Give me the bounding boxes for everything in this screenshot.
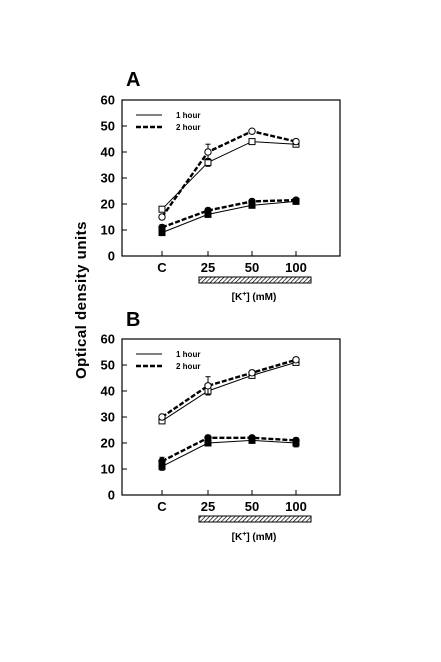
x-unit-part: ] (mM) [246, 532, 276, 543]
y-tick-label: 0 [108, 488, 115, 503]
x-tick-label: 100 [285, 260, 307, 275]
x-unit-part: [K [232, 292, 243, 303]
plot-frame [121, 338, 341, 496]
legend-label: 2 hour [176, 123, 200, 132]
panel-letter: A [126, 69, 140, 91]
y-tick-label: 40 [101, 145, 115, 160]
series-line [161, 200, 297, 234]
x-tick-label: 50 [245, 499, 259, 514]
panel-a: A 0 10 20 30 40 50 60 C 25 50 100 [K+] (mM) 1 hour 2 h… [101, 69, 341, 303]
x-tick-label: 25 [201, 260, 215, 275]
y-tick-label: 50 [101, 358, 115, 373]
data-point-circle [204, 382, 212, 390]
data-point-circle [248, 434, 256, 442]
concentration-bar [198, 276, 312, 284]
y-tick-label: 20 [101, 197, 115, 212]
data-point-square [158, 205, 166, 213]
data-point-circle [158, 413, 166, 421]
x-tick-label: C [157, 260, 167, 275]
data-point-circle [292, 196, 300, 204]
panel-b: B 0 10 20 30 40 50 60 C 25 50 100 [K+] (mM) 1 hour 2 h… [101, 309, 341, 543]
series-line [161, 141, 297, 210]
legend-label: 2 hour [176, 362, 200, 371]
data-point-circle [204, 206, 212, 215]
y-tick-label: 30 [101, 171, 115, 186]
y-tick-label: 40 [101, 384, 115, 399]
legend-label: 1 hour [176, 111, 200, 120]
data-point-circle [292, 356, 300, 364]
x-unit-part: ] (mM) [246, 292, 276, 303]
y-axis-label: Optical density units [73, 221, 90, 379]
series-line [161, 198, 297, 229]
y-tick-label: 60 [101, 332, 115, 347]
data-point-circle [292, 436, 300, 445]
data-point-circle [204, 148, 212, 156]
y-tick-label: 10 [101, 462, 115, 477]
data-point-square [248, 138, 256, 146]
data-point-circle [158, 223, 166, 232]
series-line [161, 436, 297, 463]
panel-letter: B [126, 309, 140, 331]
y-tick-label: 20 [101, 436, 115, 451]
y-tick-label: 50 [101, 119, 115, 134]
y-tick-label: 0 [108, 249, 115, 264]
x-tick-label: 25 [201, 499, 215, 514]
series-line [161, 129, 297, 218]
data-point-circle [158, 213, 166, 221]
x-tick-label: 100 [285, 499, 307, 514]
data-point-circle [248, 197, 256, 206]
legend-label: 1 hour [176, 350, 200, 359]
y-tick-label: 10 [101, 223, 115, 238]
plot-frame [121, 99, 341, 257]
y-tick-label: 60 [101, 93, 115, 108]
y-tick-label: 30 [101, 410, 115, 425]
x-axis-unit-label: [K+] (mM) [232, 291, 277, 303]
x-unit-part: [K [232, 532, 243, 543]
x-tick-label: 50 [245, 260, 259, 275]
series-line [161, 439, 297, 467]
data-point-circle [248, 369, 256, 377]
series-line [161, 361, 297, 422]
concentration-bar [198, 515, 312, 523]
x-unit-superscript: + [242, 291, 246, 298]
series-line [161, 358, 297, 418]
data-point-circle [292, 137, 300, 146]
data-point-circle [248, 127, 256, 135]
x-unit-superscript: + [242, 531, 246, 538]
x-tick-label: C [157, 499, 167, 514]
x-axis-unit-label: [K+] (mM) [232, 531, 277, 543]
data-point-circle [204, 434, 212, 442]
data-point-circle [158, 457, 166, 465]
